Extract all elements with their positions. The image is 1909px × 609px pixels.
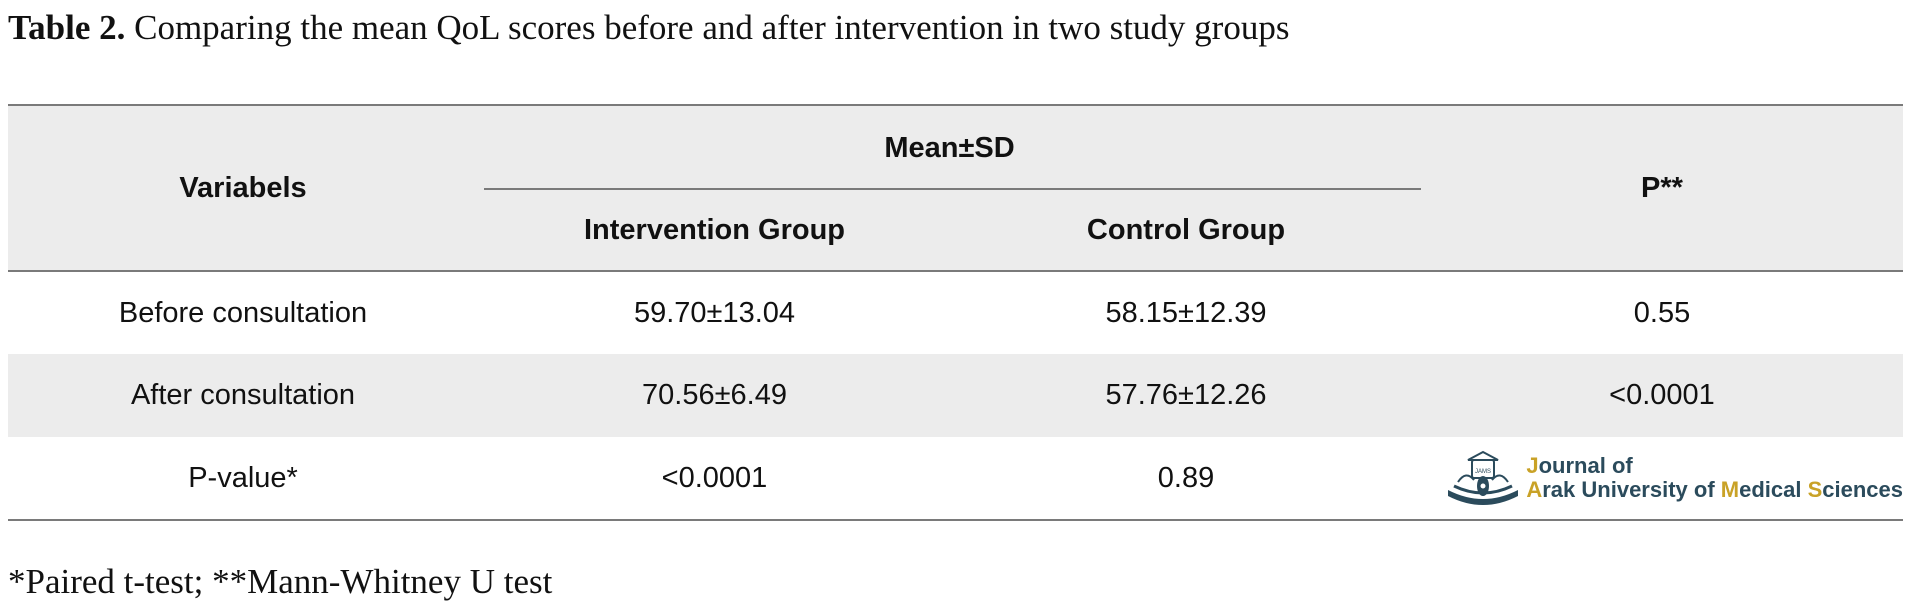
logo-initial-m: M — [1720, 477, 1740, 502]
logo-line1: ournal of — [1538, 453, 1633, 478]
logo-initial-a: A — [1526, 477, 1543, 502]
cell-intervention: 59.70±13.04 — [633, 296, 796, 329]
header-mean-sd: Mean±SD — [478, 105, 1421, 190]
journal-logo: JAMS Journal of Arak University of Medic… — [1446, 450, 1903, 506]
table-caption: Table 2. Comparing the mean QoL scores b… — [8, 8, 1289, 48]
logo-cell: JAMS Journal of Arak University of Medic… — [1421, 437, 1903, 520]
header-p: P** — [1421, 105, 1903, 272]
logo-initial-s: S — [1807, 477, 1823, 502]
cell-p: <0.0001 — [1609, 379, 1715, 411]
table-title: Comparing the mean QoL scores before and… — [134, 8, 1290, 47]
cell-control: 0.89 — [1157, 461, 1215, 494]
journal-logo-text: Journal of Arak University of Medical Sc… — [1526, 454, 1903, 502]
logo-line2-part1: rak University of — [1542, 477, 1721, 502]
journal-emblem-icon: JAMS — [1448, 450, 1519, 505]
table-row: After consultation 70.56±6.49 57.76±12.2… — [8, 354, 1903, 437]
header-mean-sd-label: Mean±SD — [884, 131, 1015, 164]
logo-line2-part3: ciences — [1822, 477, 1903, 502]
table-row: P-value* <0.0001 0.89 JAMS — [8, 437, 1903, 520]
cell-intervention: <0.0001 — [661, 461, 768, 494]
cell-control: 58.15±12.39 — [1105, 296, 1267, 329]
table-footnote: *Paired t-test; **Mann-Whitney U test — [8, 562, 553, 601]
header-span-rule — [484, 188, 1421, 190]
cell-p: 0.55 — [1633, 296, 1691, 329]
logo-abbr: JAMS — [1475, 469, 1491, 475]
header-variables: Variabels — [8, 105, 478, 272]
results-table: Variabels Mean±SD P** Intervention Group… — [8, 104, 1903, 521]
cell-control: 57.76±12.26 — [1105, 379, 1267, 411]
table-row: Before consultation 59.70±13.04 58.15±12… — [8, 271, 1903, 354]
table-label: Table 2. — [8, 8, 126, 47]
cell-variable: After consultation — [130, 379, 356, 411]
header-intervention: Intervention Group — [584, 213, 845, 246]
cell-variable: Before consultation — [118, 296, 368, 329]
cell-intervention: 70.56±6.49 — [642, 379, 787, 411]
header-control: Control Group — [1086, 213, 1286, 246]
logo-line2-part2: edical — [1739, 477, 1808, 502]
cell-variable: P-value* — [188, 461, 298, 494]
logo-initial-j: J — [1526, 453, 1539, 478]
